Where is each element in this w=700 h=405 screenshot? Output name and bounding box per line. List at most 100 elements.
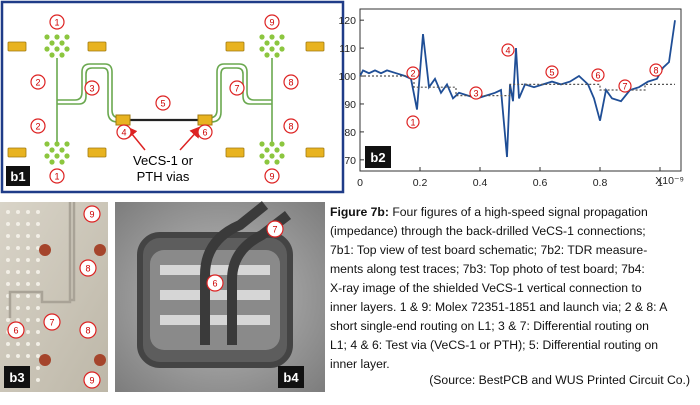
label-box bbox=[365, 146, 391, 168]
via-pad bbox=[115, 114, 131, 126]
marker-label: 9 bbox=[269, 18, 274, 28]
marker-circle bbox=[264, 168, 280, 184]
marker-label: 7 bbox=[49, 318, 54, 328]
xray-panel: b4 6 7 bbox=[115, 201, 325, 392]
marker-circle bbox=[84, 80, 100, 96]
marker-circle bbox=[469, 86, 483, 100]
hole bbox=[16, 246, 20, 250]
caption-line: short single-end routing on L1; 3 & 7: D… bbox=[330, 319, 649, 333]
panel-label: b2 bbox=[370, 150, 385, 165]
x-tick-label: 0.6 bbox=[533, 177, 548, 189]
hole bbox=[16, 318, 20, 322]
hole bbox=[36, 258, 40, 262]
dot bbox=[54, 46, 60, 52]
marker-circle bbox=[79, 259, 97, 277]
hole bbox=[36, 210, 40, 214]
marker-circle bbox=[30, 118, 46, 134]
panel-label: b1 bbox=[10, 169, 25, 184]
y-tick-label: 100 bbox=[338, 71, 356, 83]
hole bbox=[26, 318, 30, 322]
hole bbox=[26, 294, 30, 298]
hole bbox=[6, 210, 10, 214]
marker-circle bbox=[283, 74, 299, 90]
dot bbox=[54, 141, 60, 147]
hole bbox=[26, 282, 30, 286]
via-text: PTH vias bbox=[137, 169, 190, 184]
dot bbox=[49, 40, 55, 46]
panel-label: b3 bbox=[9, 370, 24, 385]
dot bbox=[54, 153, 60, 159]
dot bbox=[279, 141, 285, 147]
dot bbox=[269, 46, 275, 52]
dot bbox=[269, 34, 275, 40]
caption-line: X-ray image of the shielded VeCS-1 verti… bbox=[330, 281, 642, 295]
x-tick-label: 1 bbox=[657, 177, 663, 189]
hole bbox=[36, 378, 40, 382]
dot bbox=[279, 34, 285, 40]
marker-circle bbox=[266, 220, 284, 238]
dot bbox=[54, 34, 60, 40]
caption-line: 7b1: Top view of test board schematic; 7… bbox=[330, 243, 647, 257]
hole bbox=[16, 294, 20, 298]
hole bbox=[26, 306, 30, 310]
marker-label: 6 bbox=[212, 279, 217, 289]
marker-circle bbox=[206, 274, 224, 292]
dot bbox=[274, 159, 280, 165]
dot bbox=[59, 159, 65, 165]
marker-circle bbox=[501, 43, 515, 57]
hole bbox=[36, 222, 40, 226]
marker-label: 9 bbox=[89, 376, 94, 386]
hole bbox=[16, 222, 20, 226]
marker-label: 1 bbox=[410, 118, 415, 128]
marker-circle bbox=[229, 80, 245, 96]
hole bbox=[26, 210, 30, 214]
hole bbox=[26, 246, 30, 250]
hole bbox=[6, 354, 10, 358]
dot bbox=[259, 46, 265, 52]
photo bbox=[0, 202, 108, 392]
hole bbox=[16, 342, 20, 346]
marker-label: 7 bbox=[622, 82, 627, 92]
marker-label: 5 bbox=[549, 68, 554, 78]
trace bbox=[8, 202, 72, 318]
marker-label: 1 bbox=[54, 18, 59, 28]
marker-label: 8 bbox=[85, 326, 90, 336]
layers bbox=[160, 265, 270, 325]
hole bbox=[16, 282, 20, 286]
marker-circle bbox=[649, 63, 663, 77]
hole bbox=[36, 330, 40, 334]
marker-label: 4 bbox=[505, 46, 510, 56]
dot bbox=[44, 153, 50, 159]
hole bbox=[16, 234, 20, 238]
marker-label: 4 bbox=[121, 128, 126, 138]
dot bbox=[269, 141, 275, 147]
marker-label: 3 bbox=[89, 84, 94, 94]
dot bbox=[59, 147, 65, 153]
hole bbox=[36, 354, 40, 358]
dot bbox=[49, 147, 55, 153]
connector-dots bbox=[44, 34, 285, 165]
dot bbox=[269, 153, 275, 159]
hole bbox=[6, 258, 10, 262]
caption-source: (Source: BestPCB and WUS Printed Circuit… bbox=[429, 373, 690, 387]
schematic-panel: VeCS-1 or PTH vias b1 1 2 3 2 1 4 5 6 9 8 7 8 9 bbox=[0, 0, 345, 194]
caption-label: Figure 7b: bbox=[330, 205, 389, 219]
marker-label: 9 bbox=[89, 210, 94, 220]
dot bbox=[49, 52, 55, 58]
caption-line: inner layer. bbox=[330, 357, 390, 371]
dot bbox=[59, 52, 65, 58]
trace bbox=[200, 201, 269, 345]
y-tick-label: 90 bbox=[344, 99, 356, 111]
trace bbox=[70, 202, 76, 302]
marker-label: 7 bbox=[234, 84, 239, 94]
marker-label: 8 bbox=[288, 78, 293, 88]
x-tick-label: 0.8 bbox=[593, 177, 608, 189]
marker-circle bbox=[545, 65, 559, 79]
dot bbox=[64, 34, 70, 40]
dot bbox=[44, 46, 50, 52]
marker-circle bbox=[406, 115, 420, 129]
x-exponent: X10⁻⁹ bbox=[655, 175, 684, 187]
y-tick-label: 120 bbox=[338, 15, 356, 27]
